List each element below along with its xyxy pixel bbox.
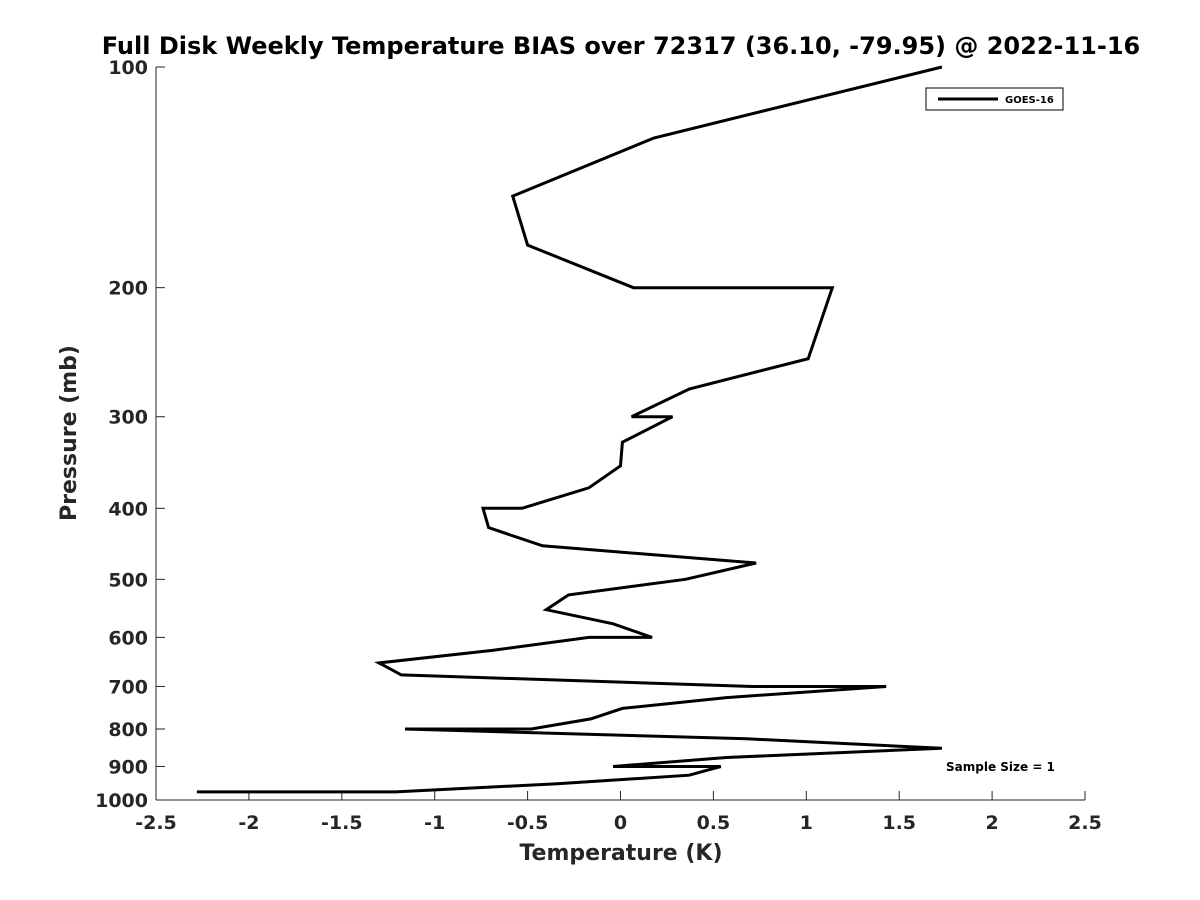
x-tick-label: 1 bbox=[800, 812, 813, 834]
legend-label-goes-16: GOES-16 bbox=[1005, 95, 1054, 106]
x-tick-label: -2 bbox=[238, 812, 259, 834]
x-tick-label: 0.5 bbox=[697, 812, 731, 834]
x-tick-label: 2.5 bbox=[1068, 812, 1102, 834]
chart-title: Full Disk Weekly Temperature BIAS over 7… bbox=[102, 32, 1141, 60]
x-tick-label: -0.5 bbox=[507, 812, 549, 834]
sample-size-annotation: Sample Size = 1 bbox=[946, 760, 1055, 774]
y-tick-label: 900 bbox=[108, 756, 148, 778]
y-tick-label: 700 bbox=[108, 676, 148, 698]
y-tick-label: 100 bbox=[108, 57, 148, 79]
y-tick-label: 600 bbox=[108, 627, 148, 649]
x-tick-label: -1.5 bbox=[321, 812, 363, 834]
x-tick-label: 2 bbox=[985, 812, 998, 834]
x-axis-label: Temperature (K) bbox=[519, 841, 722, 866]
y-tick-label: 200 bbox=[108, 278, 148, 300]
x-tick-label: -2.5 bbox=[135, 812, 177, 834]
x-tick-label: 0 bbox=[614, 812, 627, 834]
x-tick-label: -1 bbox=[424, 812, 445, 834]
y-tick-label: 300 bbox=[108, 407, 148, 429]
y-tick-label: 800 bbox=[108, 719, 148, 741]
x-tick-label: 1.5 bbox=[882, 812, 916, 834]
y-tick-label: 400 bbox=[108, 498, 148, 520]
y-tick-label: 500 bbox=[108, 569, 148, 591]
legend: GOES-16 bbox=[925, 87, 1064, 111]
y-tick-label: 1000 bbox=[95, 790, 148, 812]
y-axis-label: Pressure (mb) bbox=[57, 345, 82, 521]
series-line-goes-16 bbox=[196, 65, 943, 794]
